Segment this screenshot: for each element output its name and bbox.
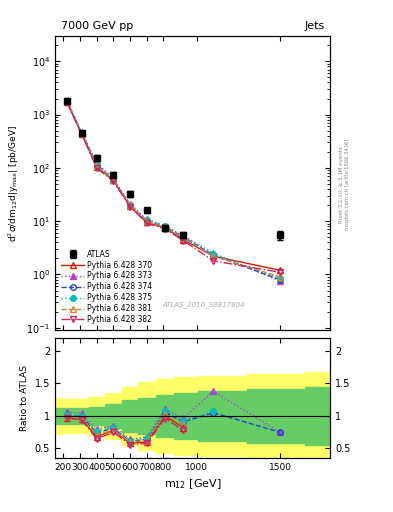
Pythia 6.428 381 [128, 202, 132, 208]
Pythia 6.428 374 [79, 130, 84, 136]
Pythia 6.428 381 [211, 253, 216, 259]
Pythia 6.428 373 [94, 160, 99, 166]
Pythia 6.428 382 [144, 220, 149, 226]
Pythia 6.428 375 [211, 251, 216, 258]
Line: Pythia 6.428 370: Pythia 6.428 370 [64, 99, 283, 273]
Pythia 6.428 370 [144, 219, 149, 225]
Pythia 6.428 375 [181, 233, 186, 240]
Text: mcplots.cern.ch [arXiv:1306.3436]: mcplots.cern.ch [arXiv:1306.3436] [345, 139, 350, 230]
X-axis label: m$_{12}$ [GeV]: m$_{12}$ [GeV] [164, 478, 221, 492]
Pythia 6.428 373 [144, 217, 149, 223]
Pythia 6.428 381 [94, 163, 99, 169]
Pythia 6.428 370 [278, 267, 283, 273]
Line: Pythia 6.428 373: Pythia 6.428 373 [64, 97, 283, 284]
Pythia 6.428 374 [111, 177, 116, 183]
Pythia 6.428 373 [211, 250, 216, 257]
Pythia 6.428 370 [64, 98, 69, 104]
Pythia 6.428 374 [278, 276, 283, 283]
Line: Pythia 6.428 381: Pythia 6.428 381 [64, 99, 283, 280]
Y-axis label: d$^2\sigma$/dm$_{12}$d|y$_\mathrm{max}$| [pb/GeV]: d$^2\sigma$/dm$_{12}$d|y$_\mathrm{max}$|… [6, 124, 21, 242]
Pythia 6.428 373 [181, 233, 186, 239]
Pythia 6.428 374 [211, 252, 216, 258]
Pythia 6.428 375 [144, 217, 149, 223]
Pythia 6.428 382 [111, 178, 116, 184]
Pythia 6.428 370 [163, 225, 167, 231]
Text: Rivet 3.1.10, ≥ 3.1M events: Rivet 3.1.10, ≥ 3.1M events [339, 146, 344, 223]
Pythia 6.428 374 [181, 234, 186, 240]
Pythia 6.428 382 [128, 204, 132, 210]
Text: ATLAS_2010_S8817804: ATLAS_2010_S8817804 [162, 302, 245, 308]
Pythia 6.428 373 [64, 97, 69, 103]
Line: Pythia 6.428 382: Pythia 6.428 382 [64, 99, 283, 275]
Pythia 6.428 374 [144, 218, 149, 224]
Line: Pythia 6.428 374: Pythia 6.428 374 [64, 98, 283, 283]
Pythia 6.428 381 [181, 235, 186, 241]
Pythia 6.428 374 [94, 162, 99, 168]
Pythia 6.428 373 [278, 278, 283, 284]
Pythia 6.428 382 [211, 258, 216, 264]
Pythia 6.428 370 [94, 164, 99, 170]
Text: Jets: Jets [304, 22, 325, 31]
Pythia 6.428 375 [94, 161, 99, 167]
Pythia 6.428 373 [79, 129, 84, 135]
Pythia 6.428 373 [128, 201, 132, 207]
Pythia 6.428 375 [128, 202, 132, 208]
Pythia 6.428 381 [111, 177, 116, 183]
Pythia 6.428 381 [144, 218, 149, 224]
Pythia 6.428 374 [128, 202, 132, 208]
Pythia 6.428 381 [64, 98, 69, 104]
Pythia 6.428 381 [79, 131, 84, 137]
Pythia 6.428 381 [278, 274, 283, 280]
Pythia 6.428 373 [163, 222, 167, 228]
Pythia 6.428 382 [163, 226, 167, 232]
Pythia 6.428 370 [211, 253, 216, 259]
Y-axis label: Ratio to ATLAS: Ratio to ATLAS [20, 365, 29, 431]
Pythia 6.428 370 [128, 203, 132, 209]
Pythia 6.428 375 [111, 176, 116, 182]
Pythia 6.428 382 [64, 98, 69, 104]
Line: Pythia 6.428 375: Pythia 6.428 375 [64, 98, 283, 281]
Pythia 6.428 375 [79, 130, 84, 136]
Pythia 6.428 382 [181, 238, 186, 244]
Pythia 6.428 375 [278, 275, 283, 281]
Pythia 6.428 370 [111, 178, 116, 184]
Pythia 6.428 382 [79, 131, 84, 137]
Legend: ATLAS, Pythia 6.428 370, Pythia 6.428 373, Pythia 6.428 374, Pythia 6.428 375, P: ATLAS, Pythia 6.428 370, Pythia 6.428 37… [59, 247, 154, 327]
Pythia 6.428 375 [163, 223, 167, 229]
Pythia 6.428 375 [64, 97, 69, 103]
Pythia 6.428 370 [79, 131, 84, 137]
Pythia 6.428 370 [181, 237, 186, 243]
Text: 7000 GeV pp: 7000 GeV pp [61, 22, 133, 31]
Pythia 6.428 381 [163, 224, 167, 230]
Pythia 6.428 373 [111, 176, 116, 182]
Pythia 6.428 382 [278, 269, 283, 275]
Pythia 6.428 374 [64, 98, 69, 104]
Pythia 6.428 374 [163, 224, 167, 230]
Pythia 6.428 382 [94, 165, 99, 171]
